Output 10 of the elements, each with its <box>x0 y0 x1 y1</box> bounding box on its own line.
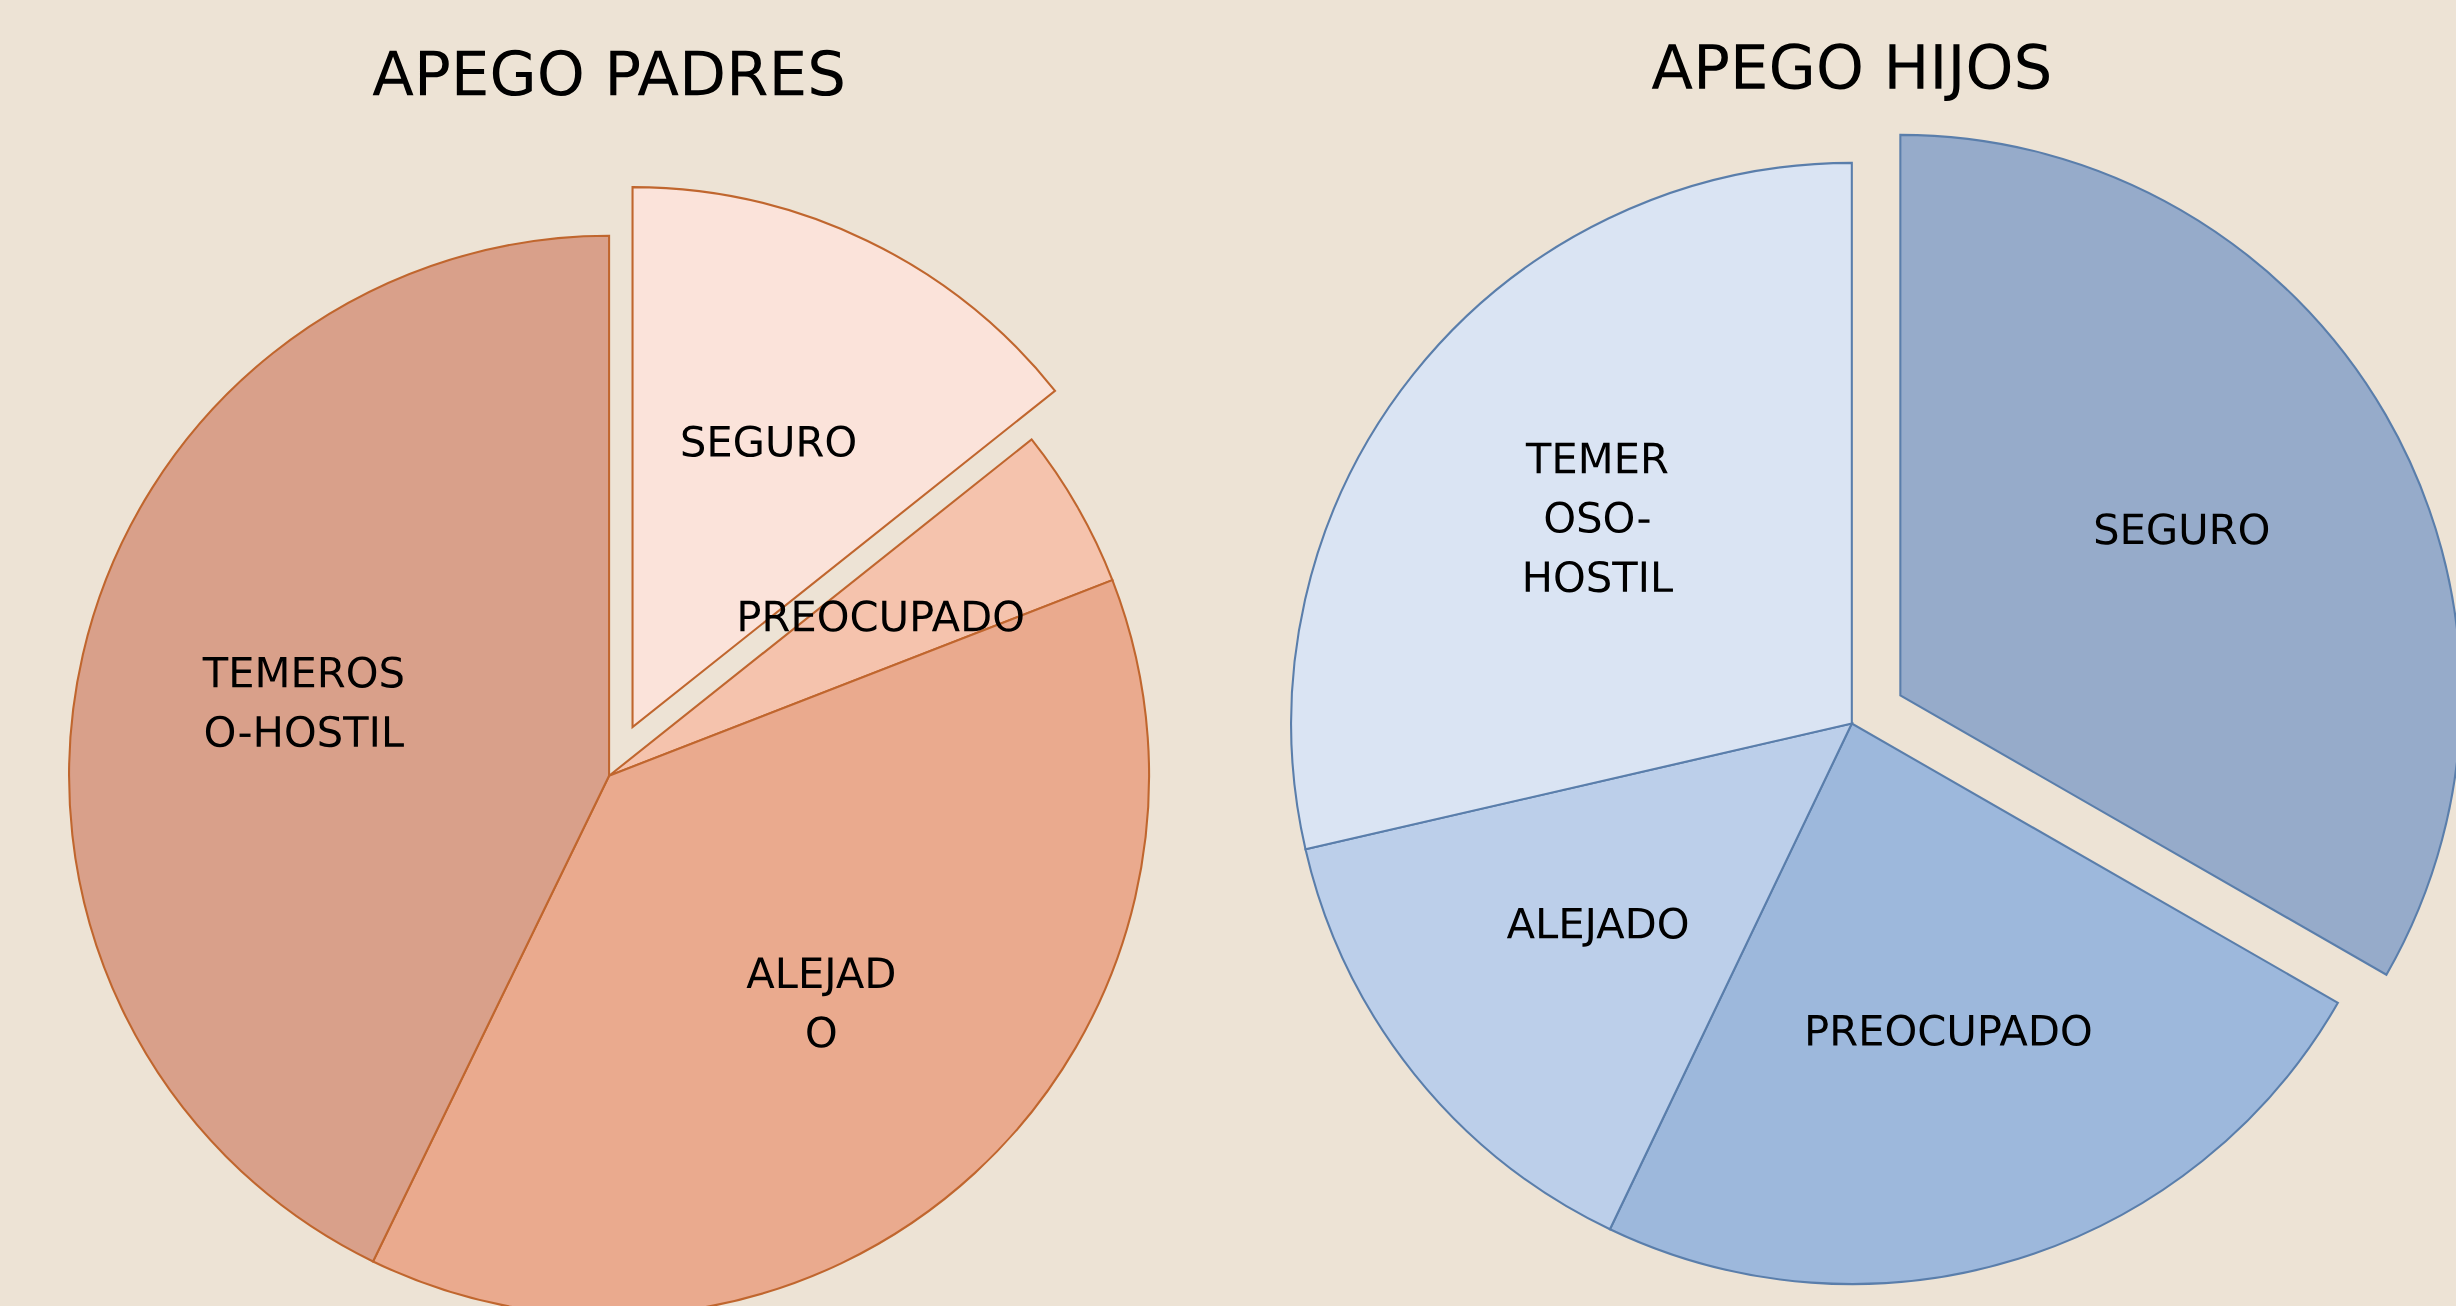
slice-label: ALEJADO <box>1506 907 1688 947</box>
slice-label: PREOCUPADO <box>1808 1014 2091 1047</box>
slice-label: SEGURO <box>2095 513 2269 545</box>
slice-label: ALEJAD O <box>746 957 894 1048</box>
slice-label: PREOCUPADO <box>740 600 1023 632</box>
slice-label: TEMEROS O-HOSTIL <box>202 656 404 748</box>
slice-label: SEGURO <box>682 425 855 458</box>
slice-label: TEMER OSO- HOSTIL <box>1525 442 1673 593</box>
chart-title: APEGO PADRES <box>372 49 843 97</box>
chart-title: APEGO HIJOS <box>1651 43 2049 101</box>
